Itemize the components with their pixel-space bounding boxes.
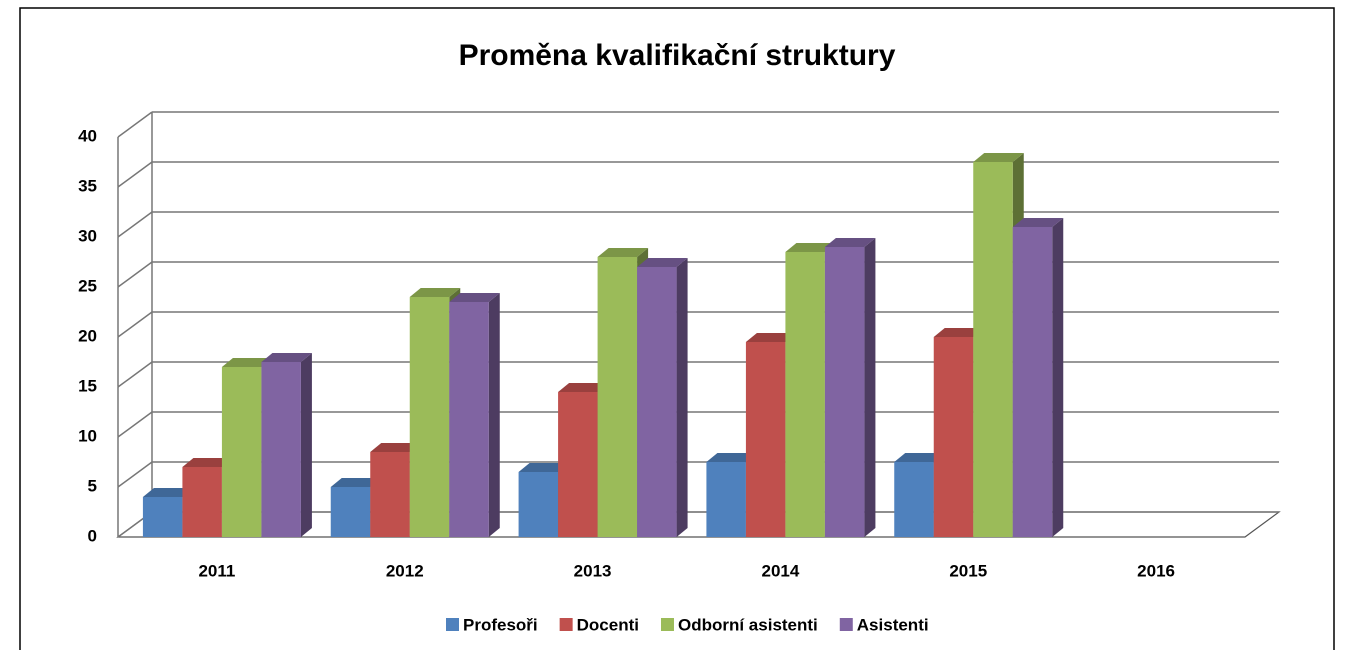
legend-label: Odborní asistenti: [678, 615, 818, 634]
bar-top: [370, 443, 421, 452]
bar: [449, 293, 500, 537]
bar-top: [142, 488, 194, 497]
legend-swatch: [839, 618, 853, 631]
bar-front: [1012, 227, 1053, 537]
grid-diagonal: [117, 211, 153, 238]
bar-top: [973, 153, 1024, 162]
bar-top: [449, 293, 500, 302]
bar-front: [518, 472, 559, 537]
grid-diagonal: [117, 111, 153, 138]
x-tick-label: 2014: [762, 561, 800, 580]
y-tick-label: 35: [78, 176, 97, 195]
legend-swatch: [559, 618, 573, 631]
x-tick-label: 2013: [574, 561, 612, 580]
bar: [637, 258, 688, 537]
bar-front: [370, 452, 410, 537]
bar-front: [745, 342, 786, 537]
bar: [1012, 218, 1064, 537]
bar-top: [706, 453, 757, 462]
bar-front: [182, 467, 222, 537]
bar-front: [706, 462, 746, 537]
y-tick-label: 10: [78, 426, 97, 445]
bar-top: [221, 358, 273, 367]
y-tick-label: 25: [78, 276, 97, 295]
bar-front: [933, 337, 974, 537]
bar-front: [409, 297, 450, 537]
grid-diagonal: [117, 461, 153, 488]
bar-front: [449, 302, 489, 537]
bar-front: [261, 362, 301, 537]
y-tick-label: 30: [78, 226, 97, 245]
bar-front: [330, 487, 371, 537]
bar-top: [182, 458, 233, 467]
bar-top: [518, 463, 570, 472]
y-tick-label: 40: [78, 126, 97, 145]
x-tick-label: 2016: [1137, 561, 1175, 580]
chart-title: Proměna kvalifikační struktury: [459, 39, 896, 72]
x-tick-label: 2012: [386, 561, 424, 580]
bar-front: [894, 462, 934, 537]
grid-diagonal: [117, 411, 153, 438]
bar-top: [261, 353, 312, 362]
bar-top: [1012, 218, 1064, 227]
grid-diagonal: [117, 161, 153, 188]
legend-swatch: [446, 618, 459, 631]
legend-swatch: [660, 618, 674, 631]
legend: Profesoři Docenti Odborní asistenti Asisten…: [446, 615, 929, 634]
y-tick-label: 15: [78, 376, 97, 395]
bar-front: [597, 257, 638, 537]
bar: [824, 238, 876, 537]
bar-front: [637, 267, 677, 537]
bar-top: [409, 288, 461, 297]
bar-top: [637, 258, 688, 267]
bar-side: [676, 258, 688, 537]
bar-top: [597, 248, 649, 257]
legend-label: Asistenti: [857, 615, 929, 634]
bar-side: [300, 353, 312, 537]
y-tick-label: 20: [78, 326, 97, 345]
bar-front: [824, 247, 865, 537]
bar-front: [785, 252, 825, 537]
y-tick-label: 5: [88, 476, 97, 495]
bar-front: [973, 162, 1013, 537]
bar-top: [824, 238, 876, 247]
bar-top: [558, 383, 609, 392]
grid-diagonal: [117, 311, 153, 338]
bar-top: [330, 478, 382, 487]
y-tick-label: 0: [88, 526, 97, 545]
bar-side: [488, 293, 500, 537]
bar: [261, 353, 312, 537]
x-tick-label: 2011: [198, 561, 235, 580]
bar-side: [1052, 218, 1064, 537]
legend-label: Docenti: [577, 615, 639, 634]
grid-diagonal: [117, 261, 153, 288]
bar-top: [933, 328, 985, 337]
bar-top: [785, 243, 836, 252]
bar-top: [745, 333, 797, 342]
bar-front: [142, 497, 183, 537]
bar-top: [894, 453, 945, 462]
legend-label: Profesoři: [463, 615, 538, 634]
bar-side: [864, 238, 876, 537]
x-tick-label: 2015: [949, 561, 987, 580]
bar-front: [221, 367, 262, 537]
bar-front: [558, 392, 598, 537]
grid-diagonal: [117, 361, 153, 388]
